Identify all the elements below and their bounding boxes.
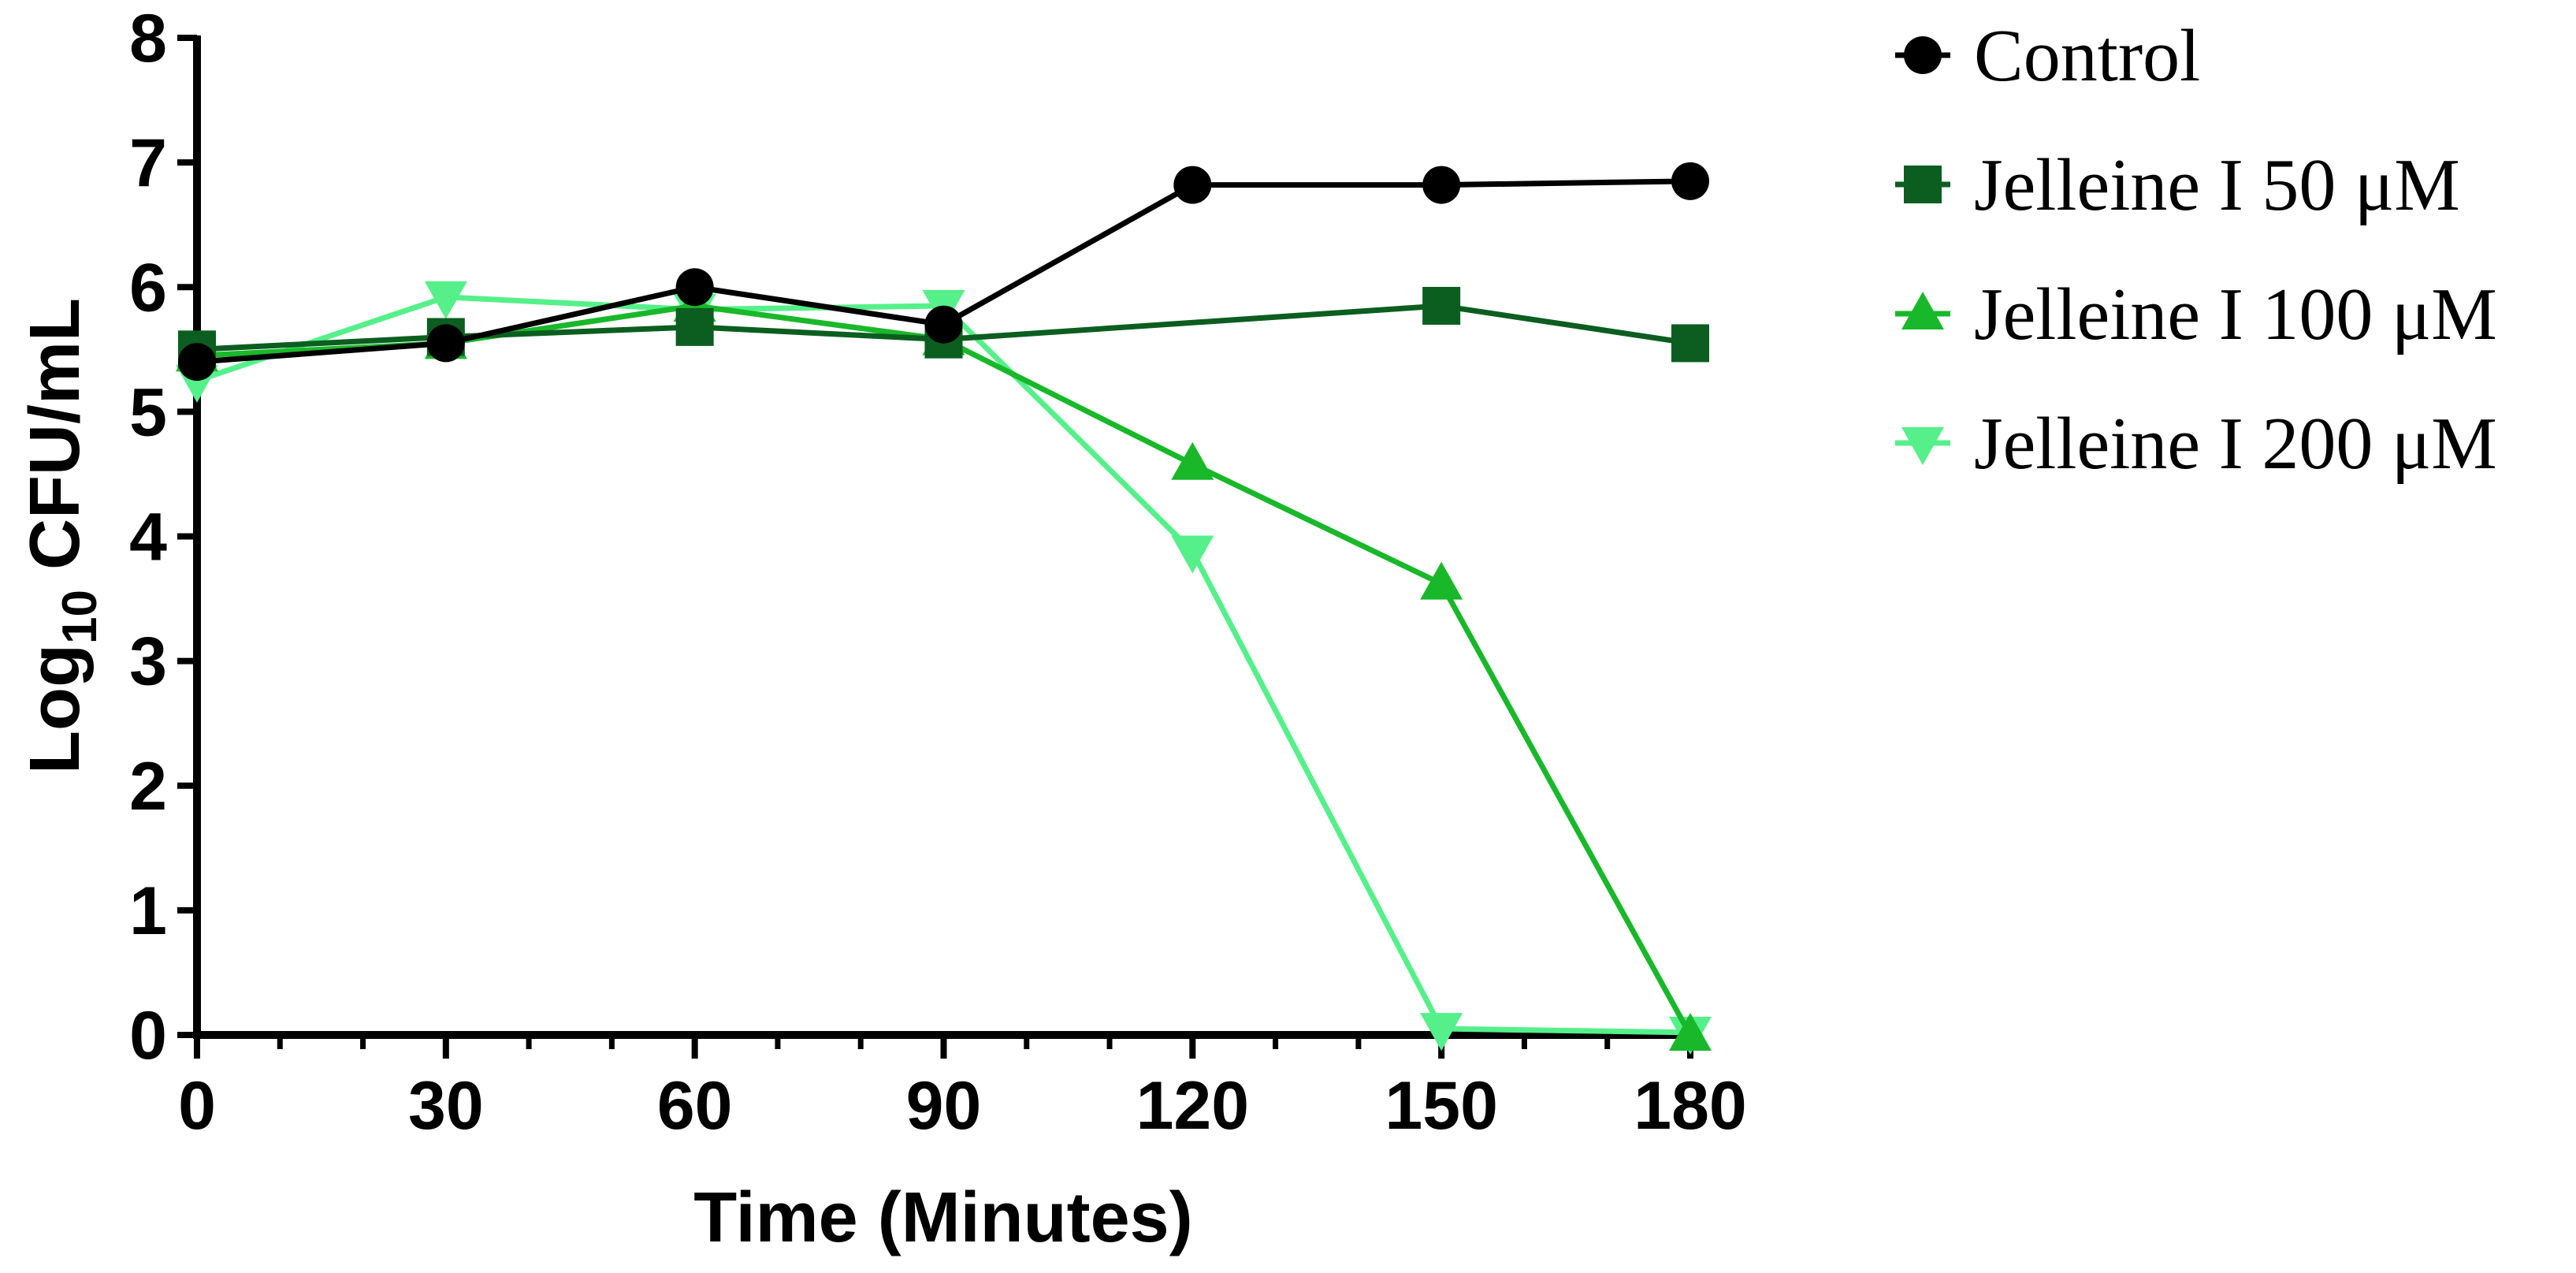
series-0 [178, 162, 1709, 382]
data-point [1420, 561, 1463, 600]
legend-label: Control [1974, 15, 2200, 97]
data-point [675, 268, 714, 307]
y-tick-label: 4 [129, 500, 167, 575]
data-point [924, 305, 963, 344]
legend-marker [1904, 36, 1942, 74]
x-tick-label: 90 [906, 1068, 982, 1144]
y-tick-label: 6 [129, 250, 167, 326]
data-point [1171, 441, 1214, 480]
data-point [1422, 286, 1461, 325]
data-point [1171, 535, 1214, 574]
x-tick-label: 120 [1136, 1068, 1250, 1144]
legend-item: Control [1895, 15, 2200, 97]
legend-label: Jelleine I 50 μM [1974, 144, 2460, 226]
y-tick-label: 3 [129, 624, 167, 700]
legend-item: Jelleine I 100 μM [1895, 274, 2497, 355]
y-tick-label: 0 [129, 998, 167, 1074]
x-tick-label: 60 [657, 1068, 733, 1144]
data-point [1671, 324, 1709, 363]
series-line [196, 303, 1693, 1037]
y-tick-label: 1 [129, 873, 167, 949]
legend-marker [1904, 166, 1942, 203]
legend-label: Jelleine I 200 μM [1974, 403, 2497, 485]
x-tick-label: 30 [408, 1068, 484, 1144]
series-2 [176, 283, 1712, 1051]
data-point [424, 281, 467, 319]
data-point [178, 343, 216, 382]
data-point [1422, 166, 1461, 204]
x-tick-label: 180 [1634, 1068, 1747, 1144]
y-axis-title-subscript: 10 [53, 590, 107, 644]
y-tick-label: 2 [129, 749, 167, 824]
legend-marker [1901, 292, 1944, 329]
y-tick-label: 8 [129, 1, 167, 76]
y-tick-label: 5 [129, 374, 167, 450]
series-3 [176, 281, 1712, 1055]
y-axis-title-rest: CFU/mL [16, 298, 95, 590]
data-point [1173, 166, 1212, 204]
x-tick-label: 0 [178, 1068, 216, 1144]
x-axis-title: Time (Minutes) [693, 1178, 1192, 1257]
legend-marker [1901, 427, 1944, 465]
y-axis-title-main: Log [16, 644, 95, 774]
data-point [675, 307, 714, 346]
tick-labels: 0 1 2 3 4 5 6 7 8 0 30 60 90 120 150 180 [129, 1, 1747, 1144]
legend-item: Jelleine I 50 μM [1895, 144, 2460, 226]
y-axis-title: Log10 CFU/mL [16, 298, 107, 774]
series-layer [176, 162, 1712, 1055]
x-tick-label: 150 [1385, 1068, 1498, 1144]
data-point [1669, 1013, 1712, 1051]
ticks [177, 35, 1693, 1059]
data-point [426, 324, 465, 363]
data-point [1671, 162, 1709, 200]
legend-label: Jelleine I 100 μM [1974, 274, 2497, 355]
legend-item: Jelleine I 200 μM [1895, 403, 2497, 485]
y-tick-label: 7 [129, 125, 167, 201]
data-point [1420, 1013, 1463, 1052]
series-line [195, 294, 1691, 1036]
legend: Control Jelleine I 50 μM Jelleine I 100 μM… [1895, 15, 2497, 485]
series-line [196, 303, 1691, 352]
